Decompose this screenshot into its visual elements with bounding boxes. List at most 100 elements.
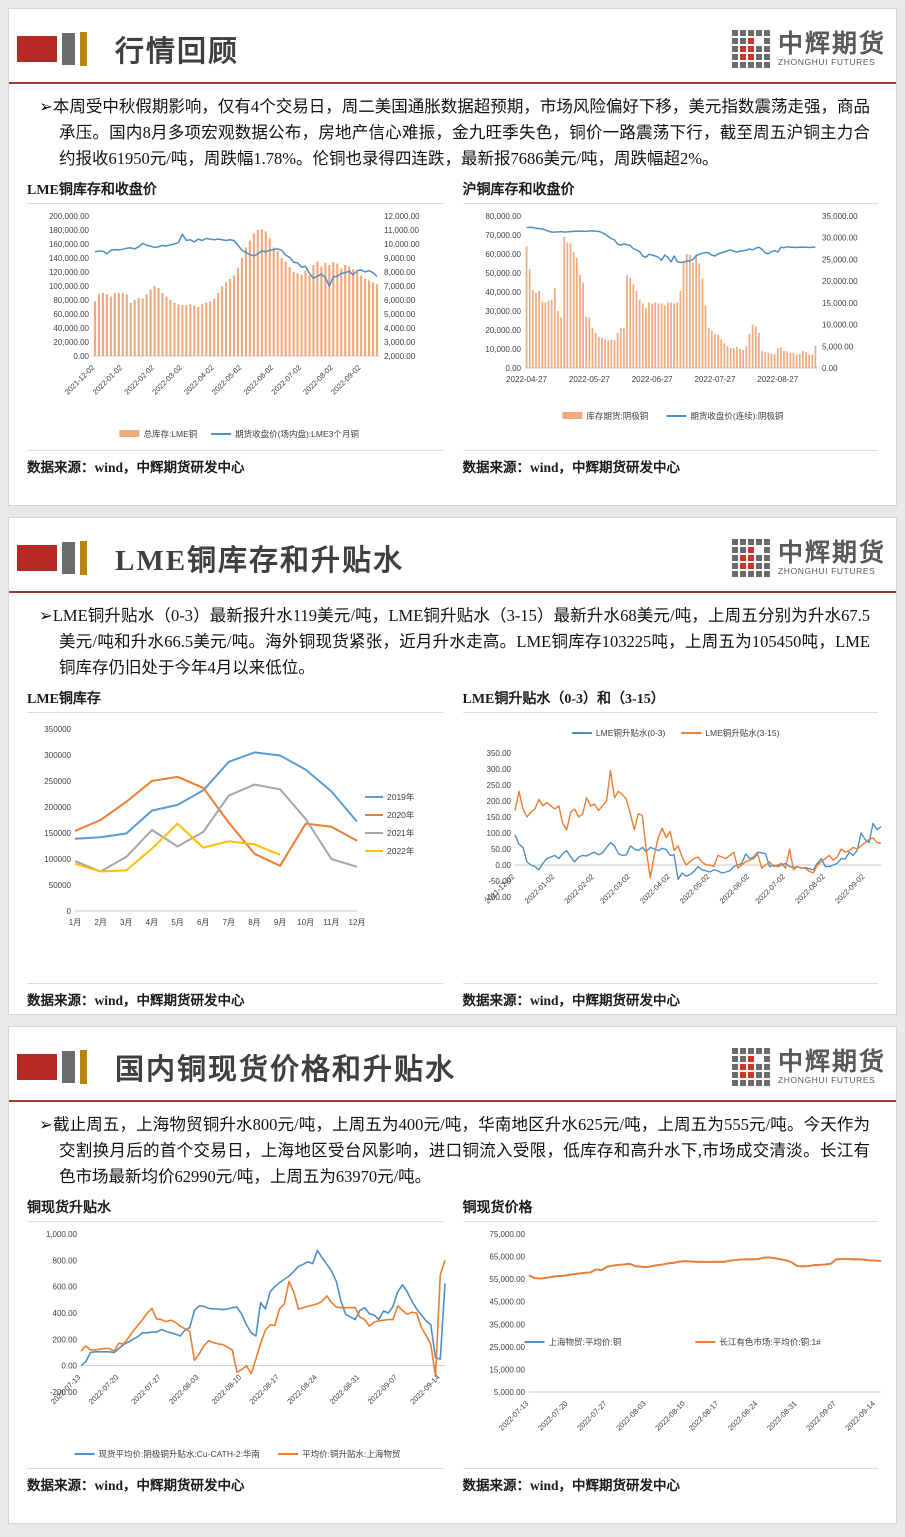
figure-shfe-inventory-price: 沪铜库存和收盘价 0.00 10,000.00 20,000.00 30,000.00… [462, 176, 878, 479]
header-gray-bar [62, 542, 75, 574]
summary-text: ➢截止周五，上海物贸铜升水800元/吨，上周五为400元/吨，华南地区升水625… [39, 1115, 870, 1187]
brand-name-en: ZHONGHUI FUTURES [777, 56, 876, 67]
slide-market-review: 行情回顾 中辉期货 ZHONGHUI FUTURES ➢本周受中秋假期影响，仅有… [8, 8, 897, 506]
svg-text:9月: 9月 [274, 918, 286, 927]
svg-text:2022-03-02: 2022-03-02 [150, 363, 183, 396]
svg-text:2022-01-02: 2022-01-02 [91, 363, 124, 396]
svg-text:50,000.00: 50,000.00 [485, 269, 521, 278]
header-rule [9, 82, 896, 84]
brand-logo: 中辉期货 ZHONGHUI FUTURES [731, 30, 886, 68]
svg-text:35,000.00: 35,000.00 [489, 1320, 525, 1329]
figure-lme-inventory-price: LME铜库存和收盘价 0.00 20,000.00 40,000.00 60,000.… [27, 176, 443, 479]
svg-text:80,000.00: 80,000.00 [485, 212, 521, 221]
svg-text:100.00: 100.00 [486, 829, 511, 838]
svg-text:-200.00: -200.00 [50, 1388, 78, 1397]
brand-logo-mark-icon [731, 539, 770, 577]
svg-text:3月: 3月 [120, 918, 132, 927]
svg-text:2022-05-27: 2022-05-27 [568, 375, 609, 384]
svg-text:12月: 12月 [349, 918, 366, 927]
svg-text:2022-07-27: 2022-07-27 [129, 1373, 162, 1406]
svg-text:2022-09-02: 2022-09-02 [833, 872, 866, 905]
svg-text:8,000.00: 8,000.00 [384, 268, 416, 277]
svg-text:60,000.00: 60,000.00 [485, 250, 521, 259]
svg-text:2,000.00: 2,000.00 [384, 352, 416, 361]
page-title: LME铜库存和升贴水 [115, 545, 405, 577]
svg-text:400.00: 400.00 [53, 1309, 78, 1318]
svg-text:2022-08-10: 2022-08-10 [653, 1399, 686, 1432]
slide-header: 国内铜现货价格和升贴水 中辉期货 ZHONGHUI FUTURES [17, 1043, 886, 1091]
svg-text:55,000.00: 55,000.00 [489, 1275, 525, 1284]
svg-text:10,000.00: 10,000.00 [384, 240, 420, 249]
svg-text:2022-09-07: 2022-09-07 [366, 1373, 399, 1406]
svg-text:-50.00: -50.00 [488, 877, 511, 886]
svg-text:60,000.00: 60,000.00 [53, 310, 89, 319]
svg-text:25,000.00: 25,000.00 [489, 1343, 525, 1352]
data-source: 数据来源：wind，中辉期货研发中心 [462, 983, 878, 1012]
figure-lme-inventory-seasonal: LME铜库存 0 50000 100000 150000 200000 250000 300… [27, 685, 443, 1012]
svg-text:250000: 250000 [44, 777, 71, 786]
svg-text:100000: 100000 [44, 855, 71, 864]
svg-text:180,000.00: 180,000.00 [49, 226, 90, 235]
figure-lme-premium: LME铜升贴水（0-3）和（3-15） -100.00 -50.00 0.00 50.… [462, 685, 881, 1012]
svg-text:2022-06-27: 2022-06-27 [631, 375, 672, 384]
slide-header: LME铜库存和升贴水 中辉期货 ZHONGHUI FUTURES [17, 534, 886, 582]
svg-text:1,000.00: 1,000.00 [46, 1230, 78, 1239]
summary-text: ➢本周受中秋假期影响，仅有4个交易日，周二美国通胀数据超预期，市场风险偏好下移，… [39, 97, 870, 169]
header-red-block [17, 545, 57, 571]
svg-text:2020年: 2020年 [387, 810, 415, 820]
slide-header: 行情回顾 中辉期货 ZHONGHUI FUTURES [17, 25, 886, 73]
brand-logo-mark-icon [731, 30, 770, 68]
brand-logo: 中辉期货 ZHONGHUI FUTURES [731, 1048, 886, 1086]
figure-title: 铜现货升贴水 [27, 1194, 443, 1223]
chart-lme-premium: -100.00 -50.00 0.00 50.00 100.00 150.00 200.00… [482, 728, 881, 906]
svg-text:长江有色市场:平均价:铜:1#: 长江有色市场:平均价:铜:1# [719, 1337, 821, 1347]
svg-text:2022-08-31: 2022-08-31 [765, 1399, 798, 1432]
svg-text:平均价:铜升贴水:上海物贸: 平均价:铜升贴水:上海物贸 [302, 1449, 400, 1459]
svg-text:2022-09-14: 2022-09-14 [408, 1373, 441, 1406]
svg-text:50.00: 50.00 [490, 845, 511, 854]
svg-text:0.00: 0.00 [495, 861, 511, 870]
svg-text:2022-03-02: 2022-03-02 [598, 872, 631, 905]
header-gold-bar [80, 1050, 87, 1084]
svg-text:2022-09-02: 2022-09-02 [329, 363, 362, 396]
data-source: 数据来源：wind，中辉期货研发中心 [27, 1468, 443, 1497]
svg-text:2022-05-02: 2022-05-02 [677, 872, 710, 905]
svg-text:上海物贸:平均价:铜: 上海物贸:平均价:铜 [548, 1337, 621, 1347]
svg-text:2022-08-17: 2022-08-17 [247, 1373, 280, 1406]
svg-text:2022-07-27: 2022-07-27 [694, 375, 735, 384]
svg-text:200,000.00: 200,000.00 [49, 212, 90, 221]
svg-text:45,000.00: 45,000.00 [489, 1298, 525, 1307]
summary-text: ➢LME铜升贴水（0-3）最新报升水119美元/吨，LME铜升贴水（3-15）最… [39, 606, 870, 678]
svg-text:2022-04-27: 2022-04-27 [506, 375, 547, 384]
figure-title: 沪铜库存和收盘价 [462, 176, 878, 205]
svg-text:600.00: 600.00 [53, 1283, 78, 1292]
svg-text:0.00: 0.00 [73, 352, 89, 361]
svg-text:LME铜升贴水(0-3): LME铜升贴水(0-3) [595, 728, 665, 738]
svg-text:2022-08-02: 2022-08-02 [793, 872, 826, 905]
page-title: 行情回顾 [115, 36, 240, 68]
svg-text:250.00: 250.00 [486, 781, 511, 790]
svg-text:2022-07-20: 2022-07-20 [87, 1373, 120, 1406]
svg-text:25,000.00: 25,000.00 [822, 256, 858, 265]
svg-text:7,000.00: 7,000.00 [384, 282, 416, 291]
svg-text:2022-08-03: 2022-08-03 [167, 1373, 200, 1406]
svg-text:2022-08-17: 2022-08-17 [686, 1399, 719, 1432]
svg-text:120,000.00: 120,000.00 [49, 268, 90, 277]
svg-text:30,000.00: 30,000.00 [485, 307, 521, 316]
svg-text:800.00: 800.00 [53, 1257, 78, 1266]
svg-text:2022-08-10: 2022-08-10 [210, 1373, 243, 1406]
data-source: 数据来源：wind，中辉期货研发中心 [27, 450, 443, 479]
svg-text:40,000.00: 40,000.00 [53, 324, 89, 333]
svg-text:2022-01-02: 2022-01-02 [522, 872, 555, 905]
svg-text:35,000.00: 35,000.00 [822, 212, 858, 221]
chart-shfe-inventory-price: 0.00 10,000.00 20,000.00 30,000.00 40,000.00… [485, 212, 858, 421]
svg-text:2022-08-24: 2022-08-24 [285, 1373, 318, 1406]
svg-text:0.00: 0.00 [505, 364, 521, 373]
figure-spot-price: 铜现货价格 5,000.00 15,000.00 25,000.00 35,000.0… [462, 1194, 881, 1497]
svg-text:30,000.00: 30,000.00 [822, 234, 858, 243]
svg-text:期货收盘价(场内盘):LME3个月铜: 期货收盘价(场内盘):LME3个月铜 [235, 429, 359, 439]
svg-text:10月: 10月 [297, 918, 314, 927]
svg-text:期货收盘价(连续):阴极铜: 期货收盘价(连续):阴极铜 [690, 411, 783, 421]
svg-text:6月: 6月 [197, 918, 209, 927]
svg-text:15,000.00: 15,000.00 [822, 299, 858, 308]
